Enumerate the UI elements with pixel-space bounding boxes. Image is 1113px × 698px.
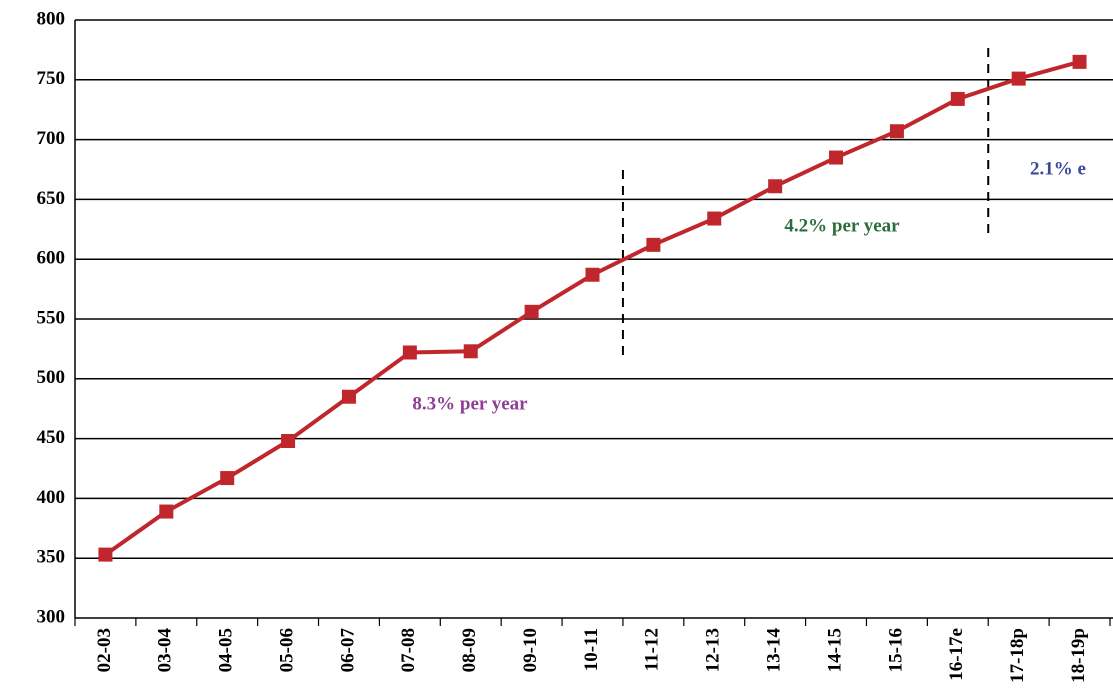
- data-point: [220, 471, 235, 486]
- y-tick-label: 600: [37, 248, 66, 269]
- x-tick-label: 13-14: [764, 628, 785, 673]
- x-tick-label: 02-03: [94, 628, 115, 672]
- y-tick-label: 550: [37, 307, 66, 328]
- x-tick-label: 16-17e: [946, 628, 967, 681]
- x-tick-label: 05-06: [276, 628, 297, 672]
- y-tick-label: 700: [37, 128, 66, 149]
- x-tick-label: 11-12: [642, 628, 663, 671]
- data-point: [1072, 54, 1087, 69]
- x-tick-label: 10-11: [581, 628, 602, 671]
- y-tick-label: 650: [37, 188, 66, 209]
- data-point: [463, 344, 478, 359]
- annotation: 2.1% e: [1030, 158, 1086, 179]
- data-point: [707, 211, 722, 226]
- y-tick-label: 300: [37, 606, 66, 627]
- annotation: 8.3% per year: [412, 393, 528, 414]
- data-point: [585, 267, 600, 282]
- data-point: [889, 124, 904, 139]
- data-point: [950, 91, 965, 106]
- data-point: [98, 547, 113, 562]
- x-tick-label: 04-05: [216, 628, 237, 672]
- x-tick-label: 18-19p: [1068, 628, 1089, 683]
- data-point: [829, 150, 844, 165]
- x-tick-label: 06-07: [337, 628, 358, 673]
- data-point: [402, 345, 417, 360]
- y-tick-label: 400: [37, 487, 66, 508]
- y-tick-label: 800: [37, 8, 66, 29]
- y-tick-label: 500: [37, 367, 66, 388]
- data-point: [1011, 71, 1026, 86]
- annotation: 4.2% per year: [784, 215, 900, 236]
- data-point: [646, 237, 661, 252]
- data-line: [104, 59, 1081, 557]
- y-tick-label: 750: [37, 68, 66, 89]
- data-point: [768, 179, 783, 194]
- y-tick-label: 350: [37, 547, 66, 568]
- y-tick-label: 450: [37, 427, 66, 448]
- x-tick-label: 08-09: [459, 628, 480, 672]
- data-point: [341, 389, 356, 404]
- x-tick-label: 07-08: [398, 628, 419, 672]
- x-tick-label: 12-13: [703, 628, 724, 672]
- data-point: [281, 433, 296, 448]
- x-tick-label: 03-04: [155, 628, 176, 673]
- x-tick-label: 15-16: [885, 628, 906, 672]
- x-tick-label: 17-18p: [1007, 628, 1028, 683]
- data-point: [159, 504, 174, 519]
- data-point: [524, 304, 539, 319]
- x-tick-label: 14-15: [824, 628, 845, 672]
- x-tick-label: 09-10: [520, 628, 541, 672]
